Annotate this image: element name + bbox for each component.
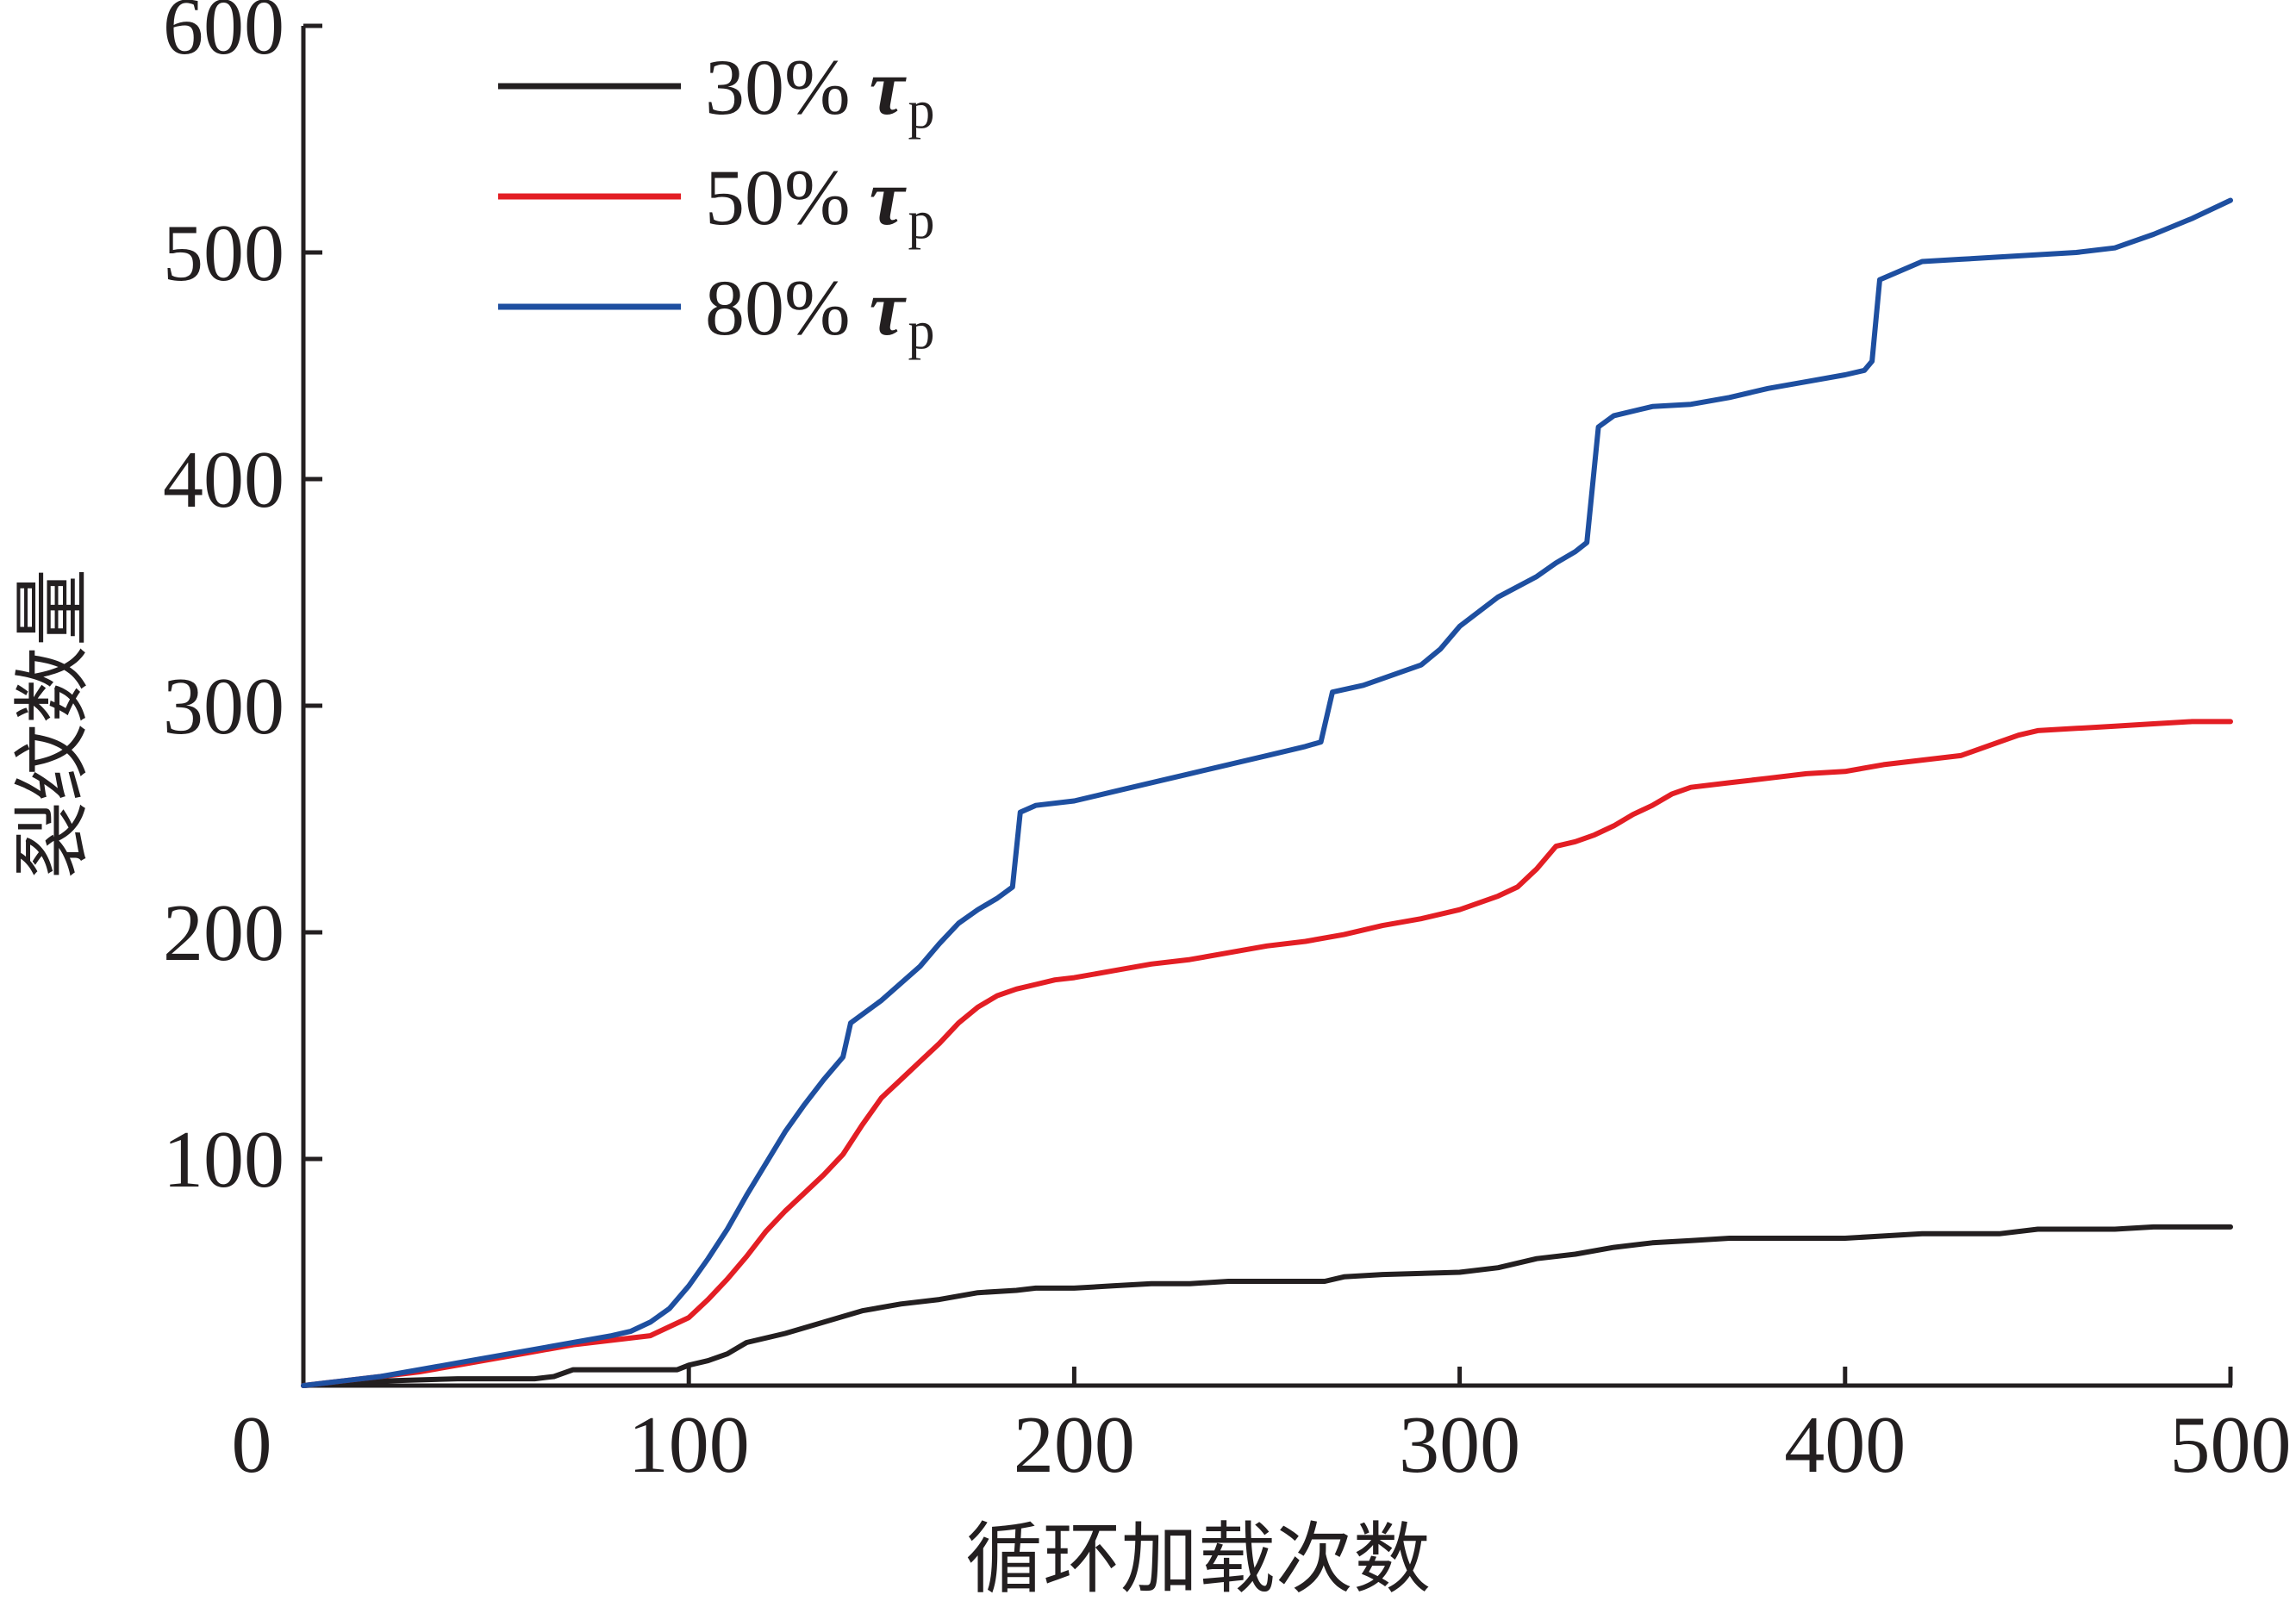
series-line-2	[301, 719, 2233, 1388]
legend-tau-symbol: τ	[870, 43, 908, 131]
y-tick-label: 600	[163, 0, 284, 72]
legend-label-2: 50% τp	[705, 153, 934, 250]
legend-percent: 50%	[705, 153, 851, 241]
y-tick-label: 400	[163, 435, 284, 525]
legend-tau-symbol: τ	[870, 153, 908, 241]
y-tick-label: 200	[163, 888, 284, 978]
legend-label-1: 30% τp	[705, 43, 934, 140]
x-tick-label: 0	[232, 1400, 272, 1490]
y-tick-label: 300	[163, 662, 284, 751]
legend-percent: 80%	[705, 264, 851, 352]
legend-subscript: p	[908, 81, 934, 140]
series-lines	[301, 197, 2233, 1388]
x-tick-label: 200	[1014, 1400, 1135, 1490]
x-axis-ticks: 0 100 200 300 400 500	[232, 1367, 2292, 1490]
x-tick-label: 300	[1399, 1400, 1520, 1490]
legend-tau-symbol: τ	[870, 264, 908, 352]
x-tick-label: 500	[2170, 1400, 2292, 1490]
y-tick-label: 100	[163, 1115, 284, 1205]
y-tick-label: 500	[163, 209, 284, 298]
series-line-1	[301, 1224, 2233, 1388]
series-line-3	[301, 197, 2233, 1388]
legend-subscript: p	[908, 302, 934, 360]
x-tick-label: 400	[1784, 1400, 1906, 1490]
legend-percent: 30%	[705, 43, 851, 131]
y-axis-ticks: 100 200 300 400 500 600	[163, 0, 322, 1205]
x-tick-label: 100	[628, 1400, 750, 1490]
legend-subscript: p	[908, 191, 934, 250]
x-axis-title: 循环加载次数	[965, 1514, 1431, 1601]
y-axis-title: 裂纹数量	[8, 569, 98, 879]
legend-label-3: 80% τp	[705, 264, 934, 360]
